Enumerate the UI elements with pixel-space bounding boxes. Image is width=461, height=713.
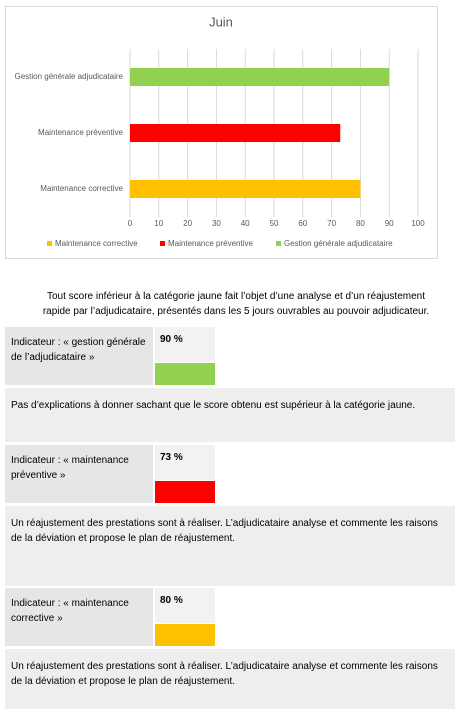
x-tick-label: 30 — [212, 219, 221, 228]
indicator-color — [155, 363, 215, 385]
x-tick-label: 70 — [327, 219, 336, 228]
legend-marker — [160, 241, 165, 246]
x-tick-label: 90 — [385, 219, 394, 228]
legend-label: Maintenance corrective — [55, 239, 138, 248]
indicator-label: Indicateur : « gestion générale de l’adj… — [5, 327, 153, 385]
indicator-explanation: Un réajustement des prestations sont à r… — [5, 506, 455, 586]
y-tick-label: Maintenance préventive — [38, 128, 123, 137]
y-tick-label: Gestion générale adjudicataire — [14, 72, 123, 81]
legend-label: Maintenance préventive — [168, 239, 253, 248]
indicator-label: Indicateur : « maintenance corrective » — [5, 588, 153, 646]
indicator-score: 73 % — [155, 445, 215, 480]
x-tick-label: 10 — [154, 219, 163, 228]
y-tick-label: Maintenance corrective — [40, 184, 123, 193]
legend-marker — [47, 241, 52, 246]
intro-text: Tout score inférieur à la catégorie jaun… — [42, 291, 430, 317]
chart-title: Juin — [209, 14, 233, 29]
chart: Juin 0 10 20 30 40 50 60 70 80 90 100 Maintenance c… — [5, 6, 438, 259]
indicator-explanation: Pas d’explications à donner sachant que … — [5, 388, 455, 442]
x-tick-label: 80 — [356, 219, 365, 228]
legend-label: Gestion générale adjudicataire — [284, 239, 393, 248]
indicator-score: 80 % — [155, 588, 215, 623]
x-tick-label: 100 — [411, 219, 425, 228]
indicator-label: Indicateur : « maintenance préventive » — [5, 445, 153, 503]
indicator-color — [155, 481, 215, 503]
x-tick-label: 60 — [298, 219, 307, 228]
indicator-explanation: Un réajustement des prestations sont à r… — [5, 649, 455, 709]
x-tick-label: 50 — [270, 219, 279, 228]
indicator-score: 90 % — [155, 327, 215, 362]
legend-marker — [276, 241, 281, 246]
x-tick-label: 20 — [183, 219, 192, 228]
bar — [130, 180, 361, 198]
indicator-color — [155, 624, 215, 646]
bar — [130, 124, 341, 142]
x-tick-label: 40 — [241, 219, 250, 228]
bar — [130, 68, 390, 86]
x-tick-label: 0 — [128, 219, 133, 228]
